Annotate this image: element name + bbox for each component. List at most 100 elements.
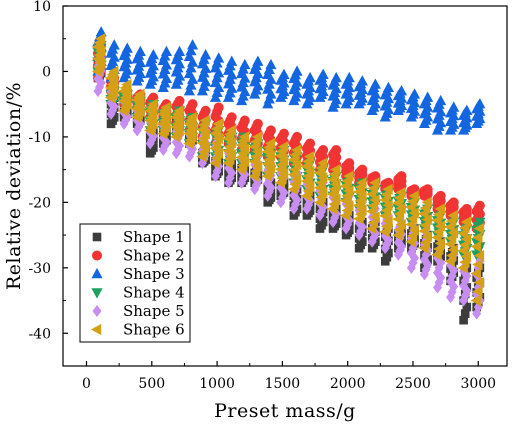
data-point: [239, 58, 251, 70]
data-point: [421, 196, 432, 208]
data-point: [395, 202, 406, 215]
points-layer: [91, 26, 486, 325]
data-point: [356, 75, 368, 86]
data-point: [369, 177, 380, 189]
data-point: [239, 115, 250, 126]
y-tick-label: 10: [33, 0, 51, 15]
data-point: [459, 315, 468, 325]
data-point: [422, 184, 433, 195]
data-point: [186, 111, 197, 123]
data-point: [434, 237, 445, 249]
legend-marker: [92, 232, 102, 242]
legend-label: Shape 3: [123, 265, 185, 283]
data-point: [369, 211, 380, 223]
data-point: [252, 118, 263, 129]
data-point: [147, 48, 159, 60]
legend-box: [79, 223, 191, 343]
data-point: [395, 186, 406, 199]
data-point: [278, 68, 290, 79]
data-point: [185, 44, 197, 56]
data-point: [331, 145, 342, 155]
data-point: [187, 39, 199, 50]
data-point: [277, 141, 289, 153]
data-point: [422, 91, 434, 102]
x-tick-label: 1000: [199, 376, 235, 392]
data-point: [212, 147, 223, 159]
data-point: [408, 224, 419, 236]
y-tick-label: -30: [28, 261, 51, 277]
plot-frame: [62, 5, 508, 367]
data-point: [213, 102, 224, 113]
data-point: [290, 144, 302, 156]
data-point: [421, 213, 432, 226]
data-point: [291, 65, 303, 76]
data-point: [470, 240, 481, 253]
data-point: [395, 84, 408, 96]
data-point: [435, 190, 446, 201]
data-point: [304, 165, 315, 177]
data-point: [212, 118, 223, 130]
data-point: [225, 124, 236, 136]
data-point: [200, 48, 212, 60]
data-point: [264, 137, 276, 150]
data-point: [369, 194, 380, 206]
data-point: [292, 131, 303, 142]
data-point: [305, 138, 316, 149]
series-6: [91, 33, 485, 307]
data-point: [447, 244, 458, 256]
data-point: [187, 73, 199, 84]
data-point: [408, 207, 419, 219]
data-point: [251, 146, 263, 158]
x-tick-label: 1500: [265, 376, 301, 392]
data-point: [226, 112, 237, 123]
data-point: [460, 250, 472, 262]
data-point: [369, 78, 381, 89]
data-point: [473, 249, 485, 262]
legend-marker: [92, 250, 102, 261]
data-point: [473, 276, 485, 289]
data-point: [134, 45, 146, 57]
data-point: [160, 45, 173, 57]
data-point: [460, 233, 472, 245]
data-point: [185, 62, 197, 73]
data-point: [108, 65, 119, 78]
legend-label: Shape 5: [123, 302, 185, 320]
data-point: [290, 159, 302, 171]
data-point: [382, 81, 395, 93]
data-point: [213, 52, 225, 63]
data-point: [183, 84, 195, 96]
data-point: [173, 105, 184, 117]
data-point: [382, 199, 393, 211]
data-point: [108, 39, 120, 50]
data-point: [473, 222, 485, 235]
data-point: [460, 216, 472, 228]
data-point: [265, 125, 276, 136]
data-point: [134, 88, 145, 100]
x-tick-label: 2500: [395, 376, 431, 392]
data-point: [474, 200, 485, 211]
data-point: [173, 45, 186, 57]
data-point: [187, 56, 199, 67]
data-point: [470, 267, 481, 280]
x-tick-label: 0: [82, 376, 91, 392]
data-point: [174, 95, 185, 106]
data-point: [421, 231, 432, 243]
data-point: [474, 217, 486, 229]
data-point: [382, 183, 393, 195]
data-point: [343, 185, 354, 197]
y-tick-label: -10: [28, 130, 51, 146]
y-tick-label: -40: [28, 326, 51, 342]
data-point: [304, 180, 315, 192]
legend-marker: [91, 288, 103, 299]
data-point: [435, 94, 447, 106]
data-point: [212, 132, 223, 145]
data-point: [472, 231, 483, 244]
data-point: [226, 55, 238, 66]
data-point: [160, 101, 171, 114]
data-point: [278, 128, 289, 139]
data-point: [356, 177, 367, 189]
data-point: [265, 58, 277, 70]
data-point: [304, 150, 315, 163]
data-point: [460, 309, 470, 318]
data-point: [330, 164, 341, 176]
